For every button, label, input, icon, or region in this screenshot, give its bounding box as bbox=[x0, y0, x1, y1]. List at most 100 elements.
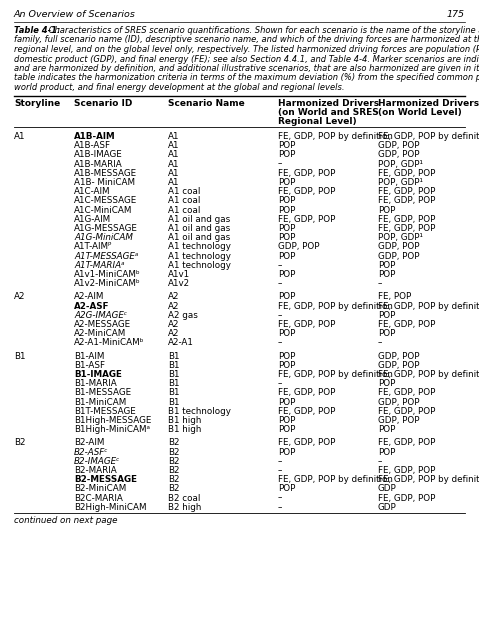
Text: GDP, POP: GDP, POP bbox=[378, 252, 420, 260]
Text: A2: A2 bbox=[168, 329, 180, 338]
Text: –: – bbox=[278, 260, 283, 270]
Text: POP: POP bbox=[378, 329, 395, 338]
Text: A2: A2 bbox=[168, 292, 180, 301]
Text: FE, GDP, POP: FE, GDP, POP bbox=[278, 187, 335, 196]
Text: Harmonized Drivers: Harmonized Drivers bbox=[278, 99, 379, 109]
Text: POP: POP bbox=[278, 425, 296, 434]
Text: A1 technology: A1 technology bbox=[168, 243, 231, 252]
Text: POP: POP bbox=[378, 270, 395, 279]
Text: Scenario ID: Scenario ID bbox=[74, 99, 132, 109]
Text: POP: POP bbox=[278, 447, 296, 456]
Text: A1 oil and gas: A1 oil and gas bbox=[168, 215, 230, 224]
Text: POP: POP bbox=[278, 329, 296, 338]
Text: FE, GDP, POP: FE, GDP, POP bbox=[278, 215, 335, 224]
Text: B2: B2 bbox=[168, 438, 180, 447]
Text: FE, GDP, POP: FE, GDP, POP bbox=[278, 407, 335, 416]
Text: POP: POP bbox=[278, 397, 296, 406]
Text: B1-MARIA: B1-MARIA bbox=[74, 379, 117, 388]
Text: A2-ASF: A2-ASF bbox=[74, 301, 110, 310]
Text: B1: B1 bbox=[168, 388, 180, 397]
Text: domestic product (GDP), and final energy (FE); see also Section 4.4.1, and Table: domestic product (GDP), and final energy… bbox=[14, 54, 479, 63]
Text: A1: A1 bbox=[168, 132, 180, 141]
Text: B2-AIM: B2-AIM bbox=[74, 438, 104, 447]
Text: A2: A2 bbox=[168, 301, 180, 310]
Text: GDP, POP: GDP, POP bbox=[278, 243, 319, 252]
Text: POP: POP bbox=[278, 178, 296, 187]
Text: A2-A1: A2-A1 bbox=[168, 339, 194, 348]
Text: B2-MARIA: B2-MARIA bbox=[74, 466, 117, 475]
Text: B2C-MARIA: B2C-MARIA bbox=[74, 493, 123, 502]
Text: FE, GDP, POP by definition: FE, GDP, POP by definition bbox=[278, 132, 393, 141]
Text: B1High-MiniCAMᵃ: B1High-MiniCAMᵃ bbox=[74, 425, 150, 434]
Text: POP: POP bbox=[278, 224, 296, 233]
Text: A1: A1 bbox=[14, 132, 25, 141]
Text: A2 gas: A2 gas bbox=[168, 311, 198, 320]
Text: A1G-MESSAGE: A1G-MESSAGE bbox=[74, 224, 138, 233]
Text: A1C-AIM: A1C-AIM bbox=[74, 187, 111, 196]
Text: Table 4-1:: Table 4-1: bbox=[14, 26, 60, 35]
Text: B2: B2 bbox=[168, 466, 180, 475]
Text: B2: B2 bbox=[168, 475, 180, 484]
Text: B1-IMAGE: B1-IMAGE bbox=[74, 370, 122, 379]
Text: –: – bbox=[378, 339, 382, 348]
Text: POP: POP bbox=[278, 196, 296, 205]
Text: –: – bbox=[278, 493, 283, 502]
Text: A1T-MESSAGEᵃ: A1T-MESSAGEᵃ bbox=[74, 252, 138, 260]
Text: B1: B1 bbox=[168, 370, 180, 379]
Text: FE, GDP, POP: FE, GDP, POP bbox=[278, 438, 335, 447]
Text: –: – bbox=[278, 457, 283, 466]
Text: –: – bbox=[278, 503, 283, 512]
Text: A2: A2 bbox=[14, 292, 25, 301]
Text: FE, POP: FE, POP bbox=[378, 292, 411, 301]
Text: A1G-AIM: A1G-AIM bbox=[74, 215, 111, 224]
Text: A2: A2 bbox=[168, 320, 180, 329]
Text: FE, GDP, POP: FE, GDP, POP bbox=[378, 169, 435, 178]
Text: A2G-IMAGEᶜ: A2G-IMAGEᶜ bbox=[74, 311, 127, 320]
Text: POP: POP bbox=[278, 351, 296, 360]
Text: A1: A1 bbox=[168, 169, 180, 178]
Text: A2-MiniCAM: A2-MiniCAM bbox=[74, 329, 126, 338]
Text: B2-MESSAGE: B2-MESSAGE bbox=[74, 475, 137, 484]
Text: –: – bbox=[378, 279, 382, 288]
Text: POP: POP bbox=[278, 150, 296, 159]
Text: POP: POP bbox=[278, 205, 296, 214]
Text: FE, GDP, POP: FE, GDP, POP bbox=[378, 388, 435, 397]
Text: POP: POP bbox=[378, 379, 395, 388]
Text: A1B-ASF: A1B-ASF bbox=[74, 141, 111, 150]
Text: FE, GDP, POP: FE, GDP, POP bbox=[378, 320, 435, 329]
Text: –: – bbox=[378, 457, 382, 466]
Text: A1: A1 bbox=[168, 141, 180, 150]
Text: (on World and SRES: (on World and SRES bbox=[278, 108, 379, 117]
Text: –: – bbox=[278, 466, 283, 475]
Text: POP, GDP¹: POP, GDP¹ bbox=[378, 233, 423, 242]
Text: B2: B2 bbox=[168, 457, 180, 466]
Text: A1B-MESSAGE: A1B-MESSAGE bbox=[74, 169, 137, 178]
Text: B1 high: B1 high bbox=[168, 416, 201, 425]
Text: B2: B2 bbox=[14, 438, 25, 447]
Text: A1v2-MiniCAMᵇ: A1v2-MiniCAMᵇ bbox=[74, 279, 141, 288]
Text: POP: POP bbox=[378, 205, 395, 214]
Text: FE, GDP, POP: FE, GDP, POP bbox=[378, 466, 435, 475]
Text: A1 oil and gas: A1 oil and gas bbox=[168, 224, 230, 233]
Text: A1 technology: A1 technology bbox=[168, 252, 231, 260]
Text: FE, GDP, POP: FE, GDP, POP bbox=[278, 388, 335, 397]
Text: B2: B2 bbox=[168, 484, 180, 493]
Text: B2-MiniCAM: B2-MiniCAM bbox=[74, 484, 126, 493]
Text: A1v1-MiniCAMᵇ: A1v1-MiniCAMᵇ bbox=[74, 270, 141, 279]
Text: POP: POP bbox=[278, 252, 296, 260]
Text: FE, GDP, POP by definition: FE, GDP, POP by definition bbox=[278, 475, 393, 484]
Text: A1 oil and gas: A1 oil and gas bbox=[168, 233, 230, 242]
Text: FE, GDP, POP by definition: FE, GDP, POP by definition bbox=[278, 370, 393, 379]
Text: –: – bbox=[278, 159, 283, 168]
Text: FE, GDP, POP: FE, GDP, POP bbox=[378, 224, 435, 233]
Text: POP: POP bbox=[278, 416, 296, 425]
Text: POP: POP bbox=[278, 361, 296, 370]
Text: GDP, POP: GDP, POP bbox=[378, 150, 420, 159]
Text: A1T-MARIAᵃ: A1T-MARIAᵃ bbox=[74, 260, 125, 270]
Text: family, full scenario name (ID), descriptive scenario name, and which of the dri: family, full scenario name (ID), descrip… bbox=[14, 35, 479, 45]
Text: B1-MESSAGE: B1-MESSAGE bbox=[74, 388, 131, 397]
Text: A1 coal: A1 coal bbox=[168, 196, 200, 205]
Text: FE, GDP, POP: FE, GDP, POP bbox=[378, 493, 435, 502]
Text: (on World Level): (on World Level) bbox=[378, 108, 462, 117]
Text: B1High-MESSAGE: B1High-MESSAGE bbox=[74, 416, 151, 425]
